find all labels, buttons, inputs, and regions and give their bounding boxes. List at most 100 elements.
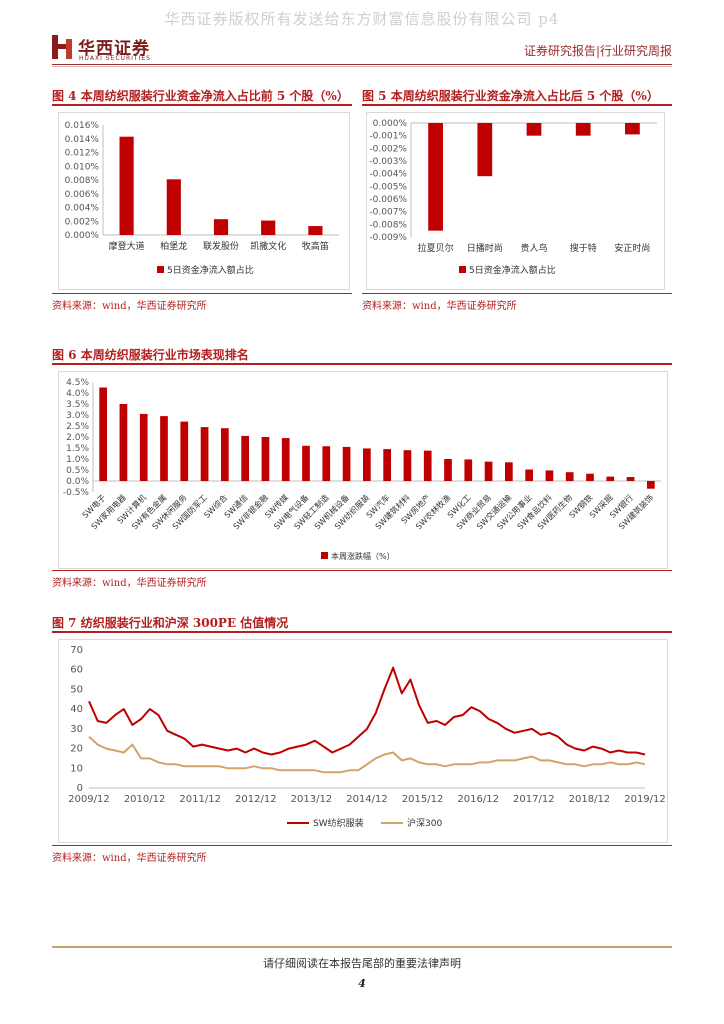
x-tick-label: 搜于特 [570, 242, 597, 254]
fig4-chart: 0.000% 0.002% 0.004% 0.006% 0.008% 0.010% 0.01… [65, 121, 339, 276]
fig7-title-line [52, 631, 672, 633]
x-tick-label: 2013/12 [291, 794, 333, 805]
bar [221, 428, 229, 481]
legend-label: 5日资金净流入额占比 [469, 264, 556, 276]
y-tick-label: -0.007% [369, 208, 407, 218]
bar [625, 123, 640, 135]
bar [647, 481, 655, 489]
legal-disclaimer: 请仔细阅读在本报告尾部的重要法律声明 [263, 957, 461, 970]
y-tick-label: 10 [70, 763, 83, 774]
bar [342, 446, 351, 481]
fig4-title: 图 4 本周纺织服装行业资金净流入占比前 5 个股（%） [52, 89, 349, 103]
bar [403, 450, 412, 481]
y-tick-label: 2.5% [66, 422, 89, 432]
legend-swatch [459, 266, 466, 273]
y-tick-label: 3.0% [66, 411, 89, 421]
watermark: 华西证券版权所有发送给东方财富信息股份有限公司 p4 [164, 10, 560, 28]
bar [383, 449, 391, 481]
y-tick-label: -0.005% [369, 182, 407, 192]
bar [180, 421, 189, 481]
x-tick-label: 2016/12 [457, 794, 499, 805]
bar [606, 476, 615, 481]
y-tick-label: 0.004% [65, 204, 100, 214]
y-tick-label: 0.010% [65, 162, 100, 172]
bar [423, 450, 432, 481]
x-tick-label: 2017/12 [513, 794, 555, 805]
bar [428, 123, 443, 231]
y-tick-label: 30 [70, 724, 83, 735]
bar [119, 404, 128, 481]
bar [477, 123, 493, 177]
bar [626, 477, 635, 481]
x-tick-label: 日播时尚 [467, 242, 503, 254]
fig6-source-line [52, 570, 672, 571]
fig7-title: 图 7 纺织服装行业和沪深 300PE 估值情况 [52, 616, 289, 630]
x-tick-label: 拉夏贝尔 [418, 242, 454, 254]
x-tick-label: 2010/12 [124, 794, 166, 805]
bar [444, 459, 452, 481]
y-tick-label: 1.0% [66, 455, 89, 465]
x-tick-label: 2012/12 [235, 794, 277, 805]
x-tick-label: 摩登大道 [109, 240, 145, 252]
bar [241, 435, 249, 481]
page-number: 4 [358, 977, 366, 990]
y-tick-label: 60 [70, 665, 83, 676]
fig7-source-line [52, 845, 672, 846]
y-tick-label: -0.003% [369, 157, 407, 167]
report-type: 证券研究报告|行业研究周报 [523, 44, 672, 58]
legend-label: 5日资金净流入额占比 [167, 264, 254, 276]
fig5-source: 资料来源：wind，华西证券研究所 [362, 301, 517, 312]
bar [261, 220, 276, 235]
fig4-title-line [52, 104, 352, 106]
y-tick-label: 3.5% [66, 400, 89, 410]
x-tick-label: 2014/12 [346, 794, 388, 805]
fig5-chart: -0.009% -0.008% -0.007% -0.006% -0.005% -0.00… [369, 119, 657, 276]
y-tick-label: 0.016% [65, 121, 100, 131]
x-tick-label: 联发股份 [203, 240, 239, 252]
bar [119, 136, 134, 235]
bar [575, 123, 591, 136]
x-tick-label: 2015/12 [402, 794, 444, 805]
x-tick-label: 2011/12 [179, 794, 221, 805]
y-tick-label: 0.014% [65, 135, 100, 145]
y-tick-label: 20 [70, 744, 83, 755]
x-tick-label: 柏堡龙 [160, 240, 187, 252]
legend-swatch [321, 552, 328, 559]
header-divider-thin [52, 66, 672, 67]
fig5-source-line [362, 293, 672, 294]
fig6-title-line [52, 363, 672, 365]
bar [308, 226, 323, 235]
y-tick-label: 0.008% [65, 176, 100, 186]
bar [464, 459, 473, 481]
y-tick-label: 0.000% [65, 231, 100, 241]
bar [586, 473, 594, 481]
y-tick-label: 0.012% [65, 149, 100, 159]
fig7-chart: 0 10 20 30 40 50 60 70 2009/12 2010/12 2011/12 2012… [68, 645, 666, 829]
x-tick-label: 贵人鸟 [520, 242, 547, 254]
y-tick-label: 40 [70, 704, 83, 715]
fig4-source-line [52, 293, 352, 294]
fig6-chart: -0.5%0.0%0.5%1.0%1.5%2.0%2.5%3.0%3.5%4.0… [63, 378, 661, 561]
y-tick-label: -0.009% [369, 233, 407, 243]
x-tick-label: 2009/12 [68, 794, 110, 805]
fig7-chart-box: 0 10 20 30 40 50 60 70 2009/12 2010/12 2011/12 2012… [58, 639, 668, 843]
fig4-chart-box: 0.000% 0.002% 0.004% 0.006% 0.008% 0.010% 0.01… [58, 112, 350, 290]
y-tick-label: 70 [70, 645, 83, 656]
fig5-chart-box: -0.009% -0.008% -0.007% -0.006% -0.005% -0.00… [366, 112, 665, 290]
bar [99, 387, 107, 481]
y-tick-label: 50 [70, 684, 83, 695]
bar [484, 461, 493, 481]
y-tick-label: -0.5% [63, 488, 90, 498]
y-tick-label: -0.008% [369, 220, 407, 230]
fig6-title: 图 6 本周纺织服装行业市场表现排名 [52, 348, 249, 362]
logo-subtext: HUAXI SECURITIES [79, 55, 151, 62]
legend-label: 沪深300 [407, 817, 442, 829]
fig6-source: 资料来源：wind，华西证券研究所 [52, 578, 207, 589]
y-tick-label: -0.004% [369, 170, 407, 180]
header-divider [52, 64, 672, 65]
y-tick-label: 0.0% [66, 477, 89, 487]
bar [200, 427, 209, 481]
bar [565, 472, 574, 481]
bar [261, 437, 270, 481]
y-tick-label: 0.006% [65, 190, 100, 200]
